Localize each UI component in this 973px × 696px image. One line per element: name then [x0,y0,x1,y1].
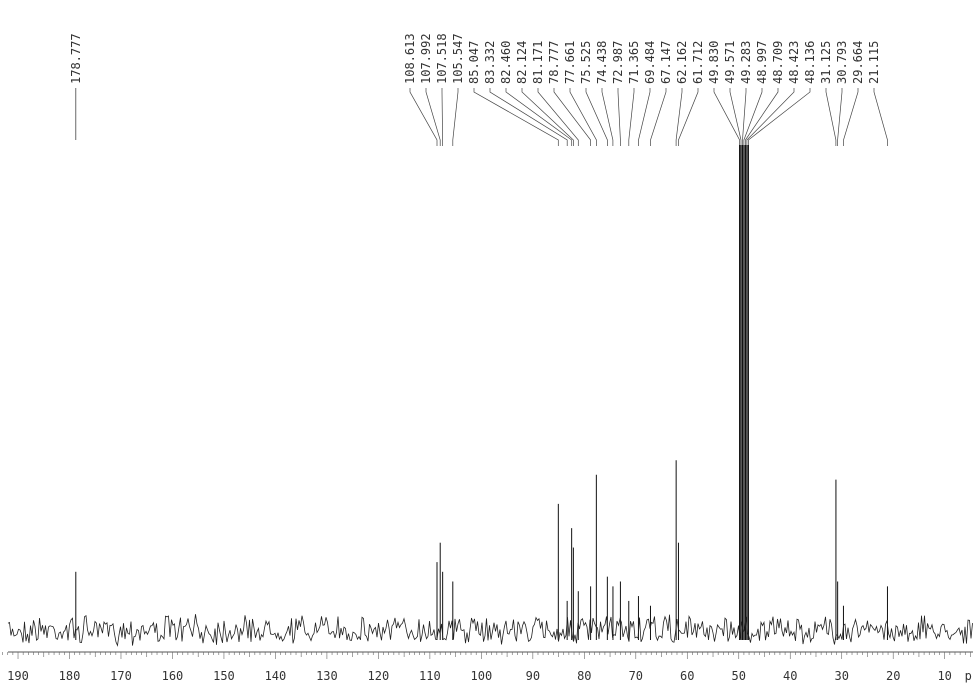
peak-leader-line [873,88,888,146]
peak-label: 71.365 [627,41,641,84]
peak-leader-line [638,88,651,146]
x-axis-tick-label: 110 [419,669,441,683]
peak-label: 82.460 [499,41,513,84]
peak-leader-line [409,88,438,146]
peak-label: 85.047 [467,41,481,84]
x-axis-tick-label: 80 [577,669,591,683]
peak-leader-line [837,88,843,146]
peak-label: 48.997 [755,41,769,84]
peak-label: 74.438 [595,41,609,84]
peak-label: 30.793 [835,41,849,84]
peak-leader-line [452,88,459,146]
peak-leader-line [675,88,683,146]
x-axis-tick-label: 150 [213,669,235,683]
peak-label: 62.162 [675,41,689,84]
peak-leader-line [521,88,574,146]
peak-leader-line [746,88,795,146]
peak-labels: 178.777 108.613 107.992 107.518 105.547 85.04… [69,33,881,84]
x-axis-unit-label: p [965,669,972,683]
peak-leader-line [742,88,747,146]
x-axis-tick-label: 90 [526,669,540,683]
peak-label: 29.664 [851,41,865,84]
peak-label: 77.661 [563,41,577,84]
peak-label: 107.518 [435,33,449,84]
peak-leader-line [425,88,441,146]
peak-label: 108.613 [403,33,417,84]
peak-leader-line [745,88,779,146]
peak-label: 49.283 [739,41,753,84]
x-axis-tick-label: 50 [732,669,746,683]
spectrum-baseline-trace [7,614,973,647]
peak-label: 105.547 [451,33,465,84]
peak-leader-line [743,88,763,146]
peak-label: 48.136 [803,41,817,84]
x-axis-tick-label: 30 [834,669,848,683]
x-axis-tick-label: 160 [162,669,184,683]
peak-leader-lines [75,88,888,146]
peak-leader-line [585,88,608,146]
x-axis-tick-labels: 190 180 170 160 150 140 130 120 110 100 90 80 70 60 50… [7,669,952,683]
peak-label: 75.525 [579,41,593,84]
x-axis-tick-label: 20 [886,669,900,683]
peak-label: 78.777 [547,41,561,84]
peak-leader-line [505,88,573,146]
peak-leader-line [617,88,621,146]
peak-label: 48.709 [771,41,785,84]
x-axis-tick-label: 130 [316,669,338,683]
peak-label: 67.147 [659,41,673,84]
peak-label: 31.125 [819,41,833,84]
peak-leader-line [473,88,559,146]
peak-leader-line [748,88,811,146]
peak-label: 49.830 [707,41,721,84]
peak-lines [75,145,888,640]
peak-leader-line [441,88,443,146]
x-axis-ticks [2,652,971,659]
peak-leader-line [537,88,579,146]
peak-leader-line [553,88,591,146]
peak-label: 61.712 [691,41,705,84]
peak-leader-line [601,88,614,146]
x-axis-tick-label: 120 [368,669,390,683]
peak-leader-line [628,88,635,146]
peak-label: 69.484 [643,41,657,84]
peak-leader-line [678,88,699,146]
peak-leader-line [729,88,742,146]
x-axis-tick-label: 140 [265,669,287,683]
peak-leader-line [843,88,859,146]
peak-leader-line [569,88,597,146]
x-axis-tick-label: 170 [110,669,132,683]
peak-label: 82.124 [515,41,529,84]
x-axis-tick-label: 70 [629,669,643,683]
peak-leader-line [825,88,837,146]
peak-label: 48.423 [787,41,801,84]
x-axis-tick-label: 60 [680,669,694,683]
peak-label: 72.987 [611,41,625,84]
peak-leader-line [650,88,667,146]
peak-label: 81.171 [531,41,545,84]
peak-label: 21.115 [867,41,881,84]
x-axis-tick-label: 40 [783,669,797,683]
peak-label: 83.332 [483,41,497,84]
peak-leader-line [489,88,568,146]
peak-label: 49.571 [723,41,737,84]
x-axis-tick-label: 190 [7,669,29,683]
x-axis-tick-label: 10 [937,669,951,683]
x-axis-tick-label: 100 [471,669,493,683]
peak-label: 107.992 [419,33,433,84]
peak-label: 178.777 [69,33,83,84]
peak-leader-line [713,88,740,146]
x-axis-tick-label: 180 [59,669,81,683]
